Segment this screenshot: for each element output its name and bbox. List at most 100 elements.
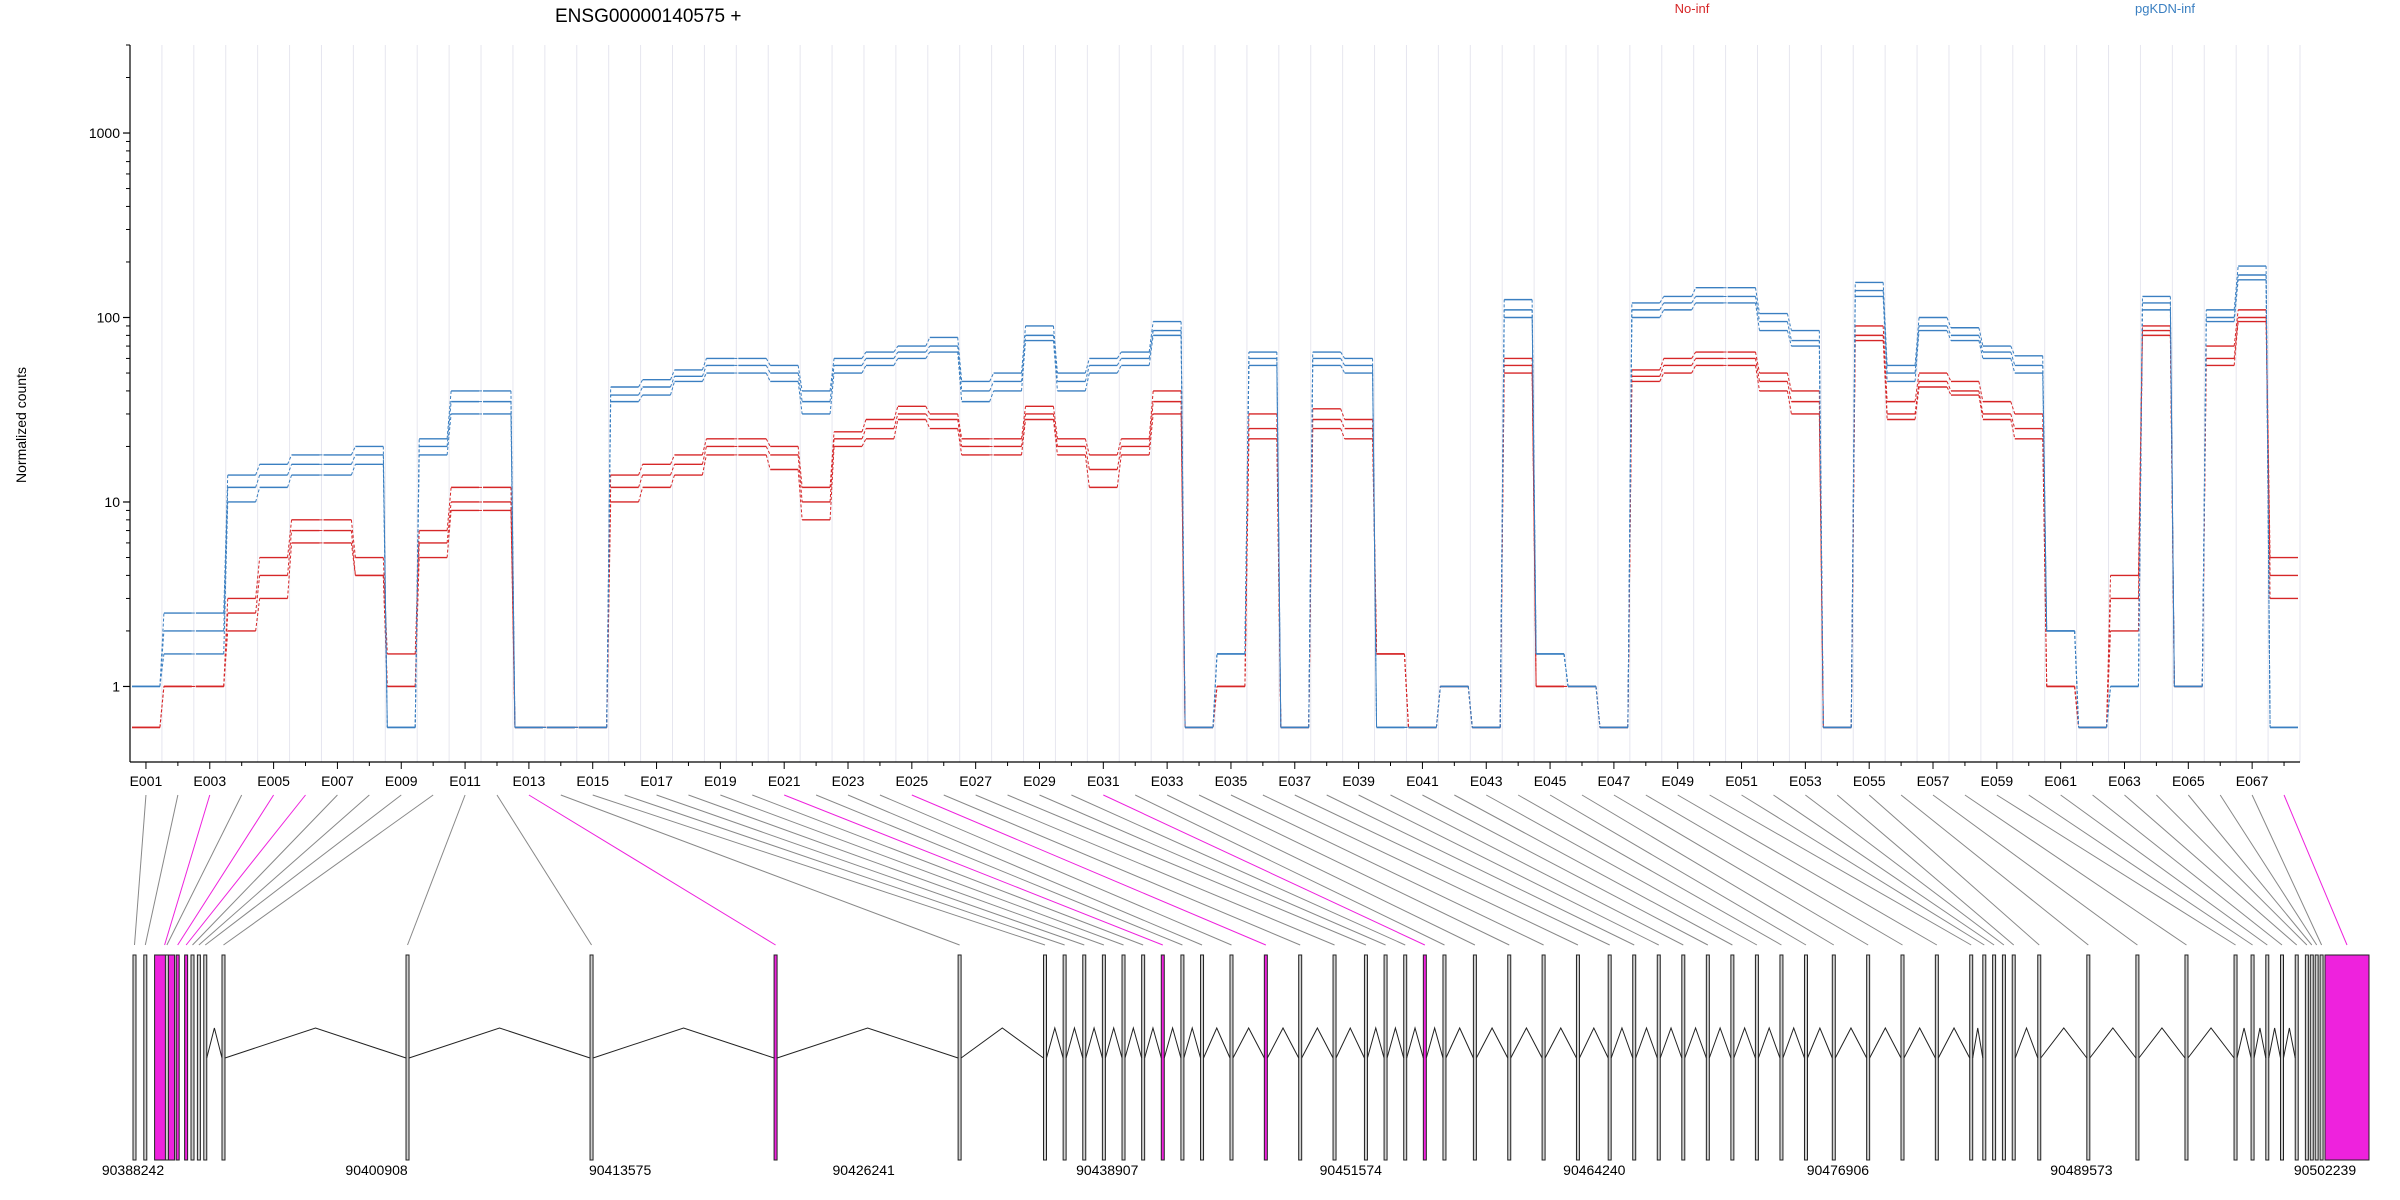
series-connector [446,501,452,543]
series-connector [2233,279,2239,322]
y-tick-label: 10 [104,494,120,510]
intron-line [2236,1027,2252,1059]
intron-line [2138,1027,2186,1059]
series-connector [382,557,388,655]
genomic-tick-label: 90502239 [2294,1162,2357,1178]
series-connector [797,446,803,488]
exon-block [1180,954,1185,1161]
exon-connector [784,794,1163,946]
genomic-tick-label: 90426241 [833,1162,896,1178]
series-connector [957,428,963,455]
exon-label: E013 [513,773,546,789]
exon-block [1082,954,1087,1161]
genomic-tick-label: 90388242 [102,1162,165,1178]
series-connector [829,431,835,488]
exon-connector [177,794,275,946]
series-connector [1340,408,1346,420]
series-connector [446,390,452,439]
exon-label: E063 [2108,773,2141,789]
series-connector [925,337,931,347]
exon-label: E051 [1725,773,1758,789]
series-connector [1052,406,1058,439]
series-connector [1595,686,1601,728]
exon-connector [1135,794,1445,946]
series-connector [1372,373,1378,728]
series-connector [797,469,803,520]
exon-block [2037,954,2042,1161]
intron-line [1659,1026,1683,1059]
series-connector [287,464,293,476]
intron-line [2089,1027,2137,1059]
exon-block [2309,954,2314,1161]
series-connector [1021,406,1027,439]
exon-block [2324,954,2370,1161]
series-connector [893,413,899,429]
series-connector [670,381,675,396]
series-connector [925,419,931,429]
series-connector [1084,372,1090,392]
exon-block [190,954,195,1161]
exon-block [1442,954,1447,1161]
genomic-tick-label: 90489573 [2050,1162,2113,1178]
series-connector [255,598,261,631]
series-connector [255,487,261,503]
series-connector [1021,419,1027,455]
exon-block [2304,954,2309,1161]
series-connector [1691,287,1697,297]
series-connector [1914,386,1920,420]
exon-block [1831,954,1836,1161]
series-connector [1084,358,1090,374]
y-axis-label: Normalized counts [13,367,29,483]
intron-line [1445,1026,1474,1059]
series-connector [606,401,612,728]
series-connector [1691,351,1697,359]
exon-label: E021 [768,773,801,789]
series-connector [223,501,229,654]
series-connector [2074,630,2080,728]
exon-block [1900,954,1905,1161]
series-connector [1340,358,1346,366]
exon-connector [1549,794,1807,946]
series-connector [1116,446,1122,470]
intron-line [1406,1026,1424,1059]
series-connector [701,358,707,371]
series-connector [350,542,356,576]
series-connector [1340,365,1346,374]
series-connector [1755,296,1760,322]
intron-line [1266,1026,1300,1059]
series-connector [1978,340,1984,359]
exon-block [1229,954,1234,1161]
exon-block [2001,954,2006,1161]
series-connector [350,464,356,476]
series-connector [1946,372,1952,382]
exon-connector [879,794,1232,946]
exon-connector [198,794,370,946]
series-connector [1786,313,1792,331]
exon-connector [752,794,1144,946]
exon-connector [144,794,179,946]
intron-line [1937,1026,1971,1059]
exon-block [1472,954,1477,1161]
series-connector [1850,296,1856,728]
series [132,279,2298,729]
series-connector [2233,321,2239,366]
exon-label: E029 [1023,773,1056,789]
series-connector [1116,358,1122,366]
series-connector [670,474,675,488]
exon-block [1575,954,1580,1161]
intron-line [1635,1026,1658,1059]
series-connector [159,653,165,687]
intron-line [1232,1026,1265,1059]
intron-line [2040,1027,2088,1059]
exon-block [1383,954,1388,1161]
exon-connector [656,794,1085,946]
series-connector [829,372,835,415]
exon-label: E031 [1087,773,1120,789]
intron-line [1335,1026,1365,1059]
intron-line [1065,1026,1084,1059]
exon-block [1730,954,1735,1161]
series-connector [701,372,707,382]
exon-label: E053 [1789,773,1822,789]
series-connector [255,575,261,614]
